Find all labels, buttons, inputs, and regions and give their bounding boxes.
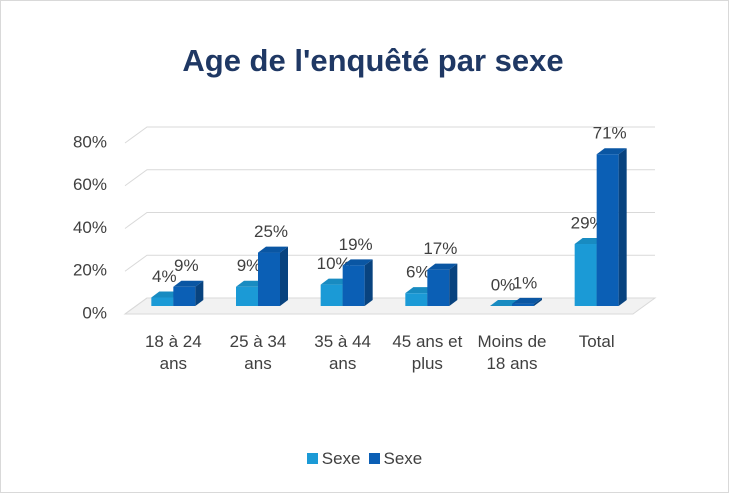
- bar: [258, 246, 288, 306]
- grid-line: [124, 126, 655, 144]
- bar-side: [618, 148, 627, 306]
- bar-side: [534, 297, 542, 306]
- x-tick-label: 35 à 44 ans: [314, 332, 372, 373]
- bar: [596, 148, 627, 306]
- y-tick-label: 80%: [73, 132, 107, 151]
- bar-front: [405, 293, 428, 306]
- x-tick-label: Moins de 18 ans: [477, 332, 547, 373]
- bar: [173, 280, 204, 306]
- bar-front: [236, 286, 258, 306]
- x-tick-label: 45 ans et plus: [392, 332, 463, 373]
- value-label: 10%: [317, 254, 351, 273]
- x-tick-label: Total: [578, 332, 615, 351]
- bar-top: [173, 280, 204, 287]
- value-label: 25%: [254, 222, 288, 241]
- legend-item: Sexe: [306, 449, 361, 469]
- bar-front: [574, 244, 597, 306]
- bar-front: [596, 154, 619, 306]
- legend: Sexe Sexe: [1, 449, 728, 469]
- bar: [512, 297, 542, 306]
- grid-line: [124, 297, 655, 315]
- y-tick-label: 40%: [73, 218, 107, 237]
- grid-line: [124, 212, 655, 229]
- legend-label: Sexe: [321, 449, 361, 468]
- bar-top: [596, 148, 627, 155]
- legend-swatch: [368, 453, 380, 464]
- bar-side: [195, 280, 204, 306]
- grid-line: [124, 169, 655, 187]
- bar-front: [320, 284, 343, 306]
- bar-side: [364, 259, 373, 306]
- y-tick-label: 60%: [73, 175, 107, 194]
- bar-top: [427, 263, 458, 270]
- x-tick-label: 18 à 24 ans: [144, 332, 202, 373]
- bar-side: [280, 246, 288, 306]
- y-tick-label: 20%: [73, 261, 107, 280]
- x-tick-label: 25 à 34 ans: [229, 332, 287, 373]
- bar-front: [173, 286, 196, 306]
- bar-top: [342, 259, 373, 266]
- value-label: 9%: [174, 256, 199, 275]
- bar: [427, 263, 458, 306]
- value-label: 9%: [237, 256, 262, 275]
- legend-label: Sexe: [383, 449, 423, 468]
- value-label: 4%: [152, 267, 177, 286]
- bar-top: [258, 246, 288, 253]
- bar-front: [512, 303, 534, 306]
- bar: [342, 259, 373, 306]
- legend-item: Sexe: [368, 449, 423, 469]
- value-label: 19%: [339, 235, 373, 254]
- bar-front: [342, 265, 365, 306]
- value-label: 29%: [571, 213, 605, 232]
- chart-title: Age de l'enquêté par sexe: [182, 43, 563, 78]
- grid-line: [124, 254, 655, 272]
- bar-top: [512, 297, 542, 304]
- bar-side: [449, 263, 458, 306]
- value-label: 71%: [593, 124, 627, 143]
- value-label: 0%: [491, 275, 516, 294]
- value-label: 6%: [406, 263, 431, 282]
- y-tick-label: 0%: [82, 303, 107, 322]
- value-label: 17%: [423, 239, 457, 258]
- legend-swatch: [306, 453, 318, 464]
- bar-front: [258, 252, 280, 306]
- bar-front: [151, 297, 174, 306]
- value-label: 1%: [513, 273, 538, 292]
- bar-front: [427, 269, 450, 306]
